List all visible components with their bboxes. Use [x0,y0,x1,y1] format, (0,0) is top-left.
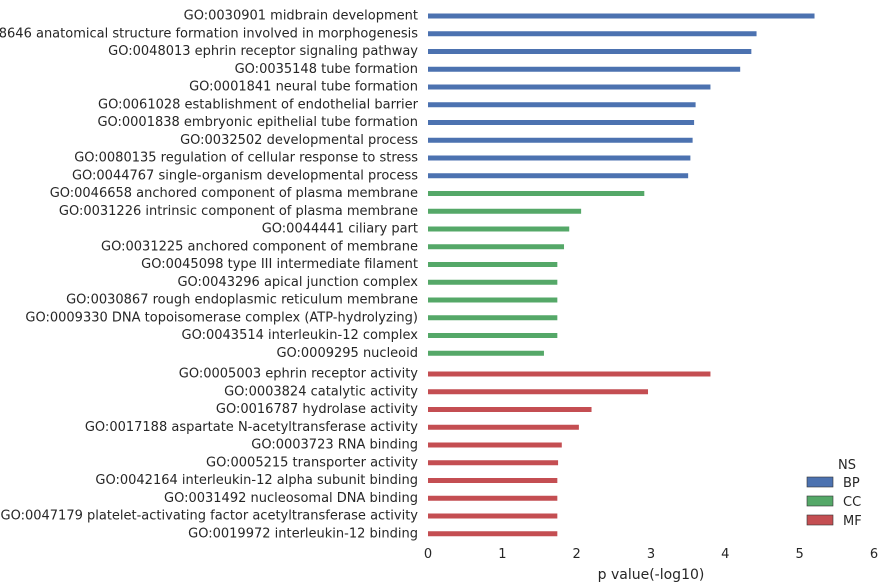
bar-mf [428,478,558,483]
bar-mf [428,424,579,430]
x-axis-title: p value(-log10) [598,567,705,583]
x-tick-label: 1 [498,547,506,562]
bar-bp [428,13,815,19]
category-label: GO:0001841 neural tube formation [189,80,418,95]
x-tick-label: 5 [796,547,804,562]
category-label: GO:0003723 RNA binding [251,438,418,453]
category-label: GO:0045098 type III intermediate filamen… [141,257,418,272]
category-label: GO:0043514 interleukin-12 complex [182,328,419,343]
category-label: GO:0043296 apical junction complex [177,275,418,290]
bar-cc [428,244,565,250]
legend-title: NS [838,458,856,473]
bar-cc [428,333,558,338]
bar-mf [428,389,649,395]
bar-mf [428,371,711,377]
bar-mf [428,460,559,466]
category-label: GO:0005003 ephrin receptor activity [179,367,419,382]
category-label: GO:0017188 aspartate N-acetyltransferase… [85,420,418,435]
bar-mf [428,531,558,537]
bar-cc [428,208,582,214]
bar-cc [428,226,570,232]
bar-bp [428,102,696,108]
category-label: GO:0009295 nucleoid [276,346,418,361]
legend-swatch-cc [806,495,834,507]
legend-label-mf: MF [843,514,862,529]
category-label: GO:0019972 interleukin-12 binding [188,526,418,541]
category-label: GO:0044767 single-organism developmental… [72,168,418,183]
category-label: GO:0009330 DNA topoisomerase complex (AT… [25,310,418,325]
bar-cc [428,262,558,267]
category-label: GO:0044441 ciliary part [262,222,418,237]
legend-swatch-bp [806,476,834,488]
category-label: GO:0031492 nucleosomal DNA binding [164,491,418,506]
bar-bp [428,31,757,37]
category-label: GO:0048013 ephrin receptor signaling pat… [108,44,418,59]
x-tick-label: 6 [870,547,878,562]
x-tick-label: 4 [721,547,729,562]
bar-cc [428,350,544,356]
category-label: GO:0016787 hydrolase activity [216,402,418,417]
category-label: GO:0030901 midbrain development [184,9,418,24]
bar-cc [428,297,558,303]
category-label: GO:0046658 anchored component of plasma … [50,186,418,201]
category-label: GO:0080135 regulation of cellular respon… [74,151,418,166]
category-label: GO:0031225 anchored component of membran… [101,239,418,254]
category-label: GO:0031226 intrinsic component of plasma… [59,204,418,219]
bar-mf [428,407,592,412]
category-label: GO:0042164 interleukin-12 alpha subunit … [95,473,418,488]
category-label: GO:0048646 anatomical structure formatio… [0,26,418,41]
bar-mf [428,442,562,448]
category-label: GO:0032502 developmental process [180,133,418,148]
category-label: GO:0030867 rough endoplasmic reticulum m… [66,293,418,308]
bar-mf [428,495,558,501]
legend-label-bp: BP [843,476,860,491]
bar-bp [428,84,711,90]
bar-bp [428,49,752,54]
bar-bp [428,66,741,72]
bar-cc [428,315,558,321]
bar-cc [428,279,558,285]
x-tick-label: 2 [573,547,581,562]
bar-bp [428,120,695,125]
bar-cc [428,191,645,196]
category-label: GO:0003824 catalytic activity [224,384,418,399]
category-label: GO:0047179 platelet-activating factor ac… [1,509,419,524]
category-label: GO:0001838 embryonic epithelial tube for… [97,115,418,130]
x-tick-label: 3 [647,547,655,562]
bar-bp [428,155,691,161]
x-tick-label: 0 [424,547,432,562]
category-label: GO:0005215 transporter activity [206,455,418,470]
legend-label-cc: CC [843,495,861,510]
bar-mf [428,513,558,519]
bar-bp [428,173,689,179]
bar-bp [428,137,693,143]
category-label: GO:0035148 tube formation [235,62,418,77]
category-label: GO:0061028 establishment of endothelial … [98,97,419,112]
legend-swatch-mf [806,514,834,526]
